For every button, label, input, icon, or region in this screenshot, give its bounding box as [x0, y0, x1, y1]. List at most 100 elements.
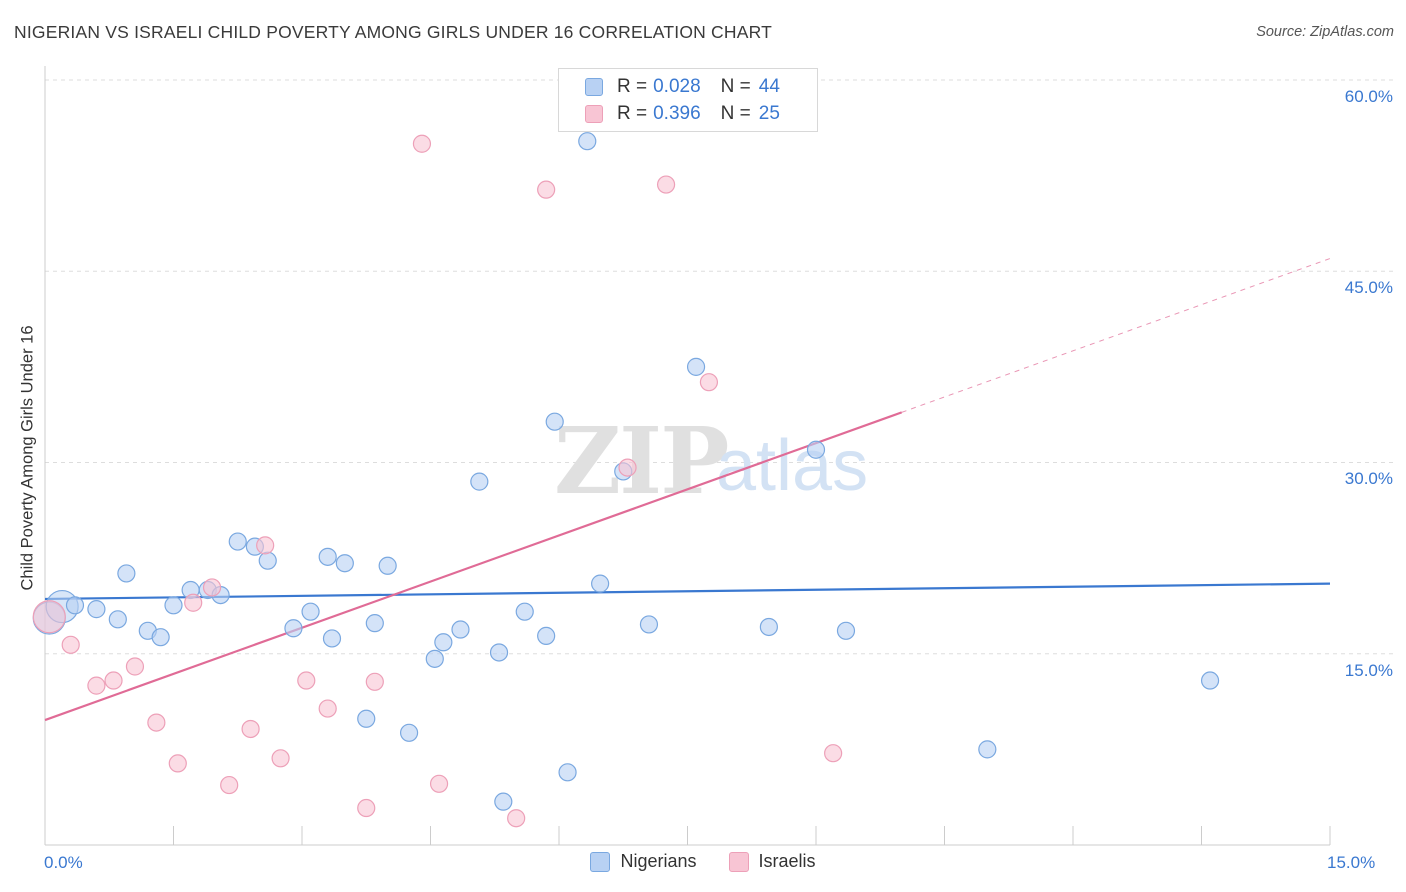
watermark: ZIP atlas: [554, 407, 868, 515]
y-tick-label-15: 15.0%: [1344, 661, 1393, 680]
r-value: 0.028: [653, 76, 701, 97]
point-nigerians: [301, 602, 320, 621]
point-israelis: [202, 578, 222, 597]
series-legend: Nigerians Israelis: [0, 851, 1406, 872]
x-tick-label-0: 0.0%: [44, 853, 83, 872]
point-nigerians: [489, 643, 509, 662]
point-nigerians: [335, 554, 354, 573]
point-israelis: [365, 672, 384, 691]
y-tick-label-30: 30.0%: [1344, 469, 1393, 488]
point-nigerians: [686, 357, 706, 376]
point-israelis: [824, 744, 843, 763]
legend-item-nigerians[interactable]: Nigerians: [590, 851, 697, 872]
point-israelis: [147, 713, 166, 732]
point-nigerians: [108, 610, 127, 629]
point-nigerians: [806, 440, 826, 459]
point-nigerians: [357, 709, 376, 728]
point-nigerians: [399, 723, 419, 742]
point-nigerians: [117, 564, 136, 583]
point-israelis: [168, 754, 187, 773]
legend-label-israelis: Israelis: [758, 851, 816, 871]
point-nigerians: [558, 763, 577, 782]
correlation-legend: R = 0.028 N = 44 R = 0.396 N = 25: [558, 68, 818, 132]
point-nigerians: [470, 472, 489, 491]
point-nigerians: [425, 649, 444, 668]
y-tick-label-60: 60.0%: [1344, 87, 1393, 106]
point-israelis: [256, 536, 275, 555]
y-axis-label: Child Poverty Among Girls Under 16: [18, 325, 37, 591]
point-nigerians: [494, 792, 513, 811]
trend-lines: [44, 258, 1331, 722]
point-nigerians: [451, 620, 470, 639]
point-nigerians: [591, 574, 610, 593]
point-nigerians: [228, 532, 247, 551]
point-nigerians: [378, 556, 397, 575]
point-nigerians: [537, 626, 556, 646]
r-label: R =: [617, 103, 648, 124]
point-nigerians: [322, 629, 342, 648]
point-israelis: [61, 635, 80, 654]
point-nigerians: [545, 412, 564, 431]
point-israelis: [429, 774, 449, 793]
point-israelis: [125, 657, 145, 676]
grid-lines: [45, 79, 1395, 655]
point-israelis: [104, 671, 123, 690]
point-nigerians: [1200, 671, 1220, 690]
nigerians-swatch: [585, 78, 603, 96]
point-nigerians: [258, 551, 277, 570]
point-israelis: [537, 180, 556, 199]
legend-row-nigerians: R = 0.028 N = 44: [585, 74, 780, 100]
point-nigerians: [65, 596, 85, 615]
watermark-atlas: atlas: [716, 426, 868, 506]
point-israelis: [87, 676, 106, 695]
point-israelis: [271, 749, 290, 768]
point-israelis: [412, 134, 432, 153]
point-nigerians: [578, 132, 597, 151]
chart-title: NIGERIAN VS ISRAELI CHILD POVERTY AMONG …: [14, 22, 772, 42]
trend-line-extension-israelis: [901, 258, 1331, 413]
r-value: 0.396: [653, 103, 701, 124]
point-israelis: [318, 699, 337, 718]
point-nigerians: [639, 615, 659, 634]
point-nigerians: [515, 602, 534, 621]
point-nigerians: [318, 547, 337, 566]
data-points: [32, 132, 1220, 828]
r-label: R =: [617, 76, 648, 97]
point-nigerians: [836, 621, 856, 640]
point-nigerians: [365, 614, 384, 633]
point-nigerians: [284, 619, 303, 638]
point-israelis: [357, 798, 376, 818]
legend-label-nigerians: Nigerians: [620, 851, 697, 871]
legend-item-israelis[interactable]: Israelis: [728, 851, 816, 872]
trend-line-israelis: [44, 411, 903, 722]
point-israelis: [699, 373, 719, 392]
point-israelis: [220, 775, 239, 795]
point-israelis: [618, 458, 637, 477]
point-israelis: [297, 671, 316, 690]
point-israelis: [241, 719, 260, 739]
point-nigerians: [434, 633, 453, 652]
point-nigerians: [759, 617, 778, 637]
point-israelis: [32, 600, 66, 634]
point-israelis: [507, 809, 526, 828]
nigerians-swatch: [590, 851, 611, 872]
point-israelis: [656, 175, 676, 194]
source-label: Source: ZipAtlas.com: [1256, 24, 1394, 40]
point-nigerians: [87, 600, 106, 619]
watermark-zip: ZIP: [554, 407, 727, 515]
n-value: 25: [758, 103, 780, 124]
point-israelis: [184, 593, 203, 612]
y-tick-label-45: 45.0%: [1344, 278, 1393, 297]
n-value: 44: [758, 76, 780, 97]
israelis-swatch: [585, 105, 603, 123]
point-nigerians: [164, 596, 183, 615]
n-label: N =: [720, 103, 751, 124]
point-nigerians: [978, 740, 997, 759]
n-label: N =: [720, 76, 751, 97]
trend-line-nigerians: [44, 582, 1331, 601]
legend-row-israelis: R = 0.396 N = 25: [585, 101, 780, 127]
point-nigerians: [151, 628, 170, 647]
axes: [44, 66, 1331, 846]
x-tick-label-15: 15.0%: [1327, 853, 1376, 872]
